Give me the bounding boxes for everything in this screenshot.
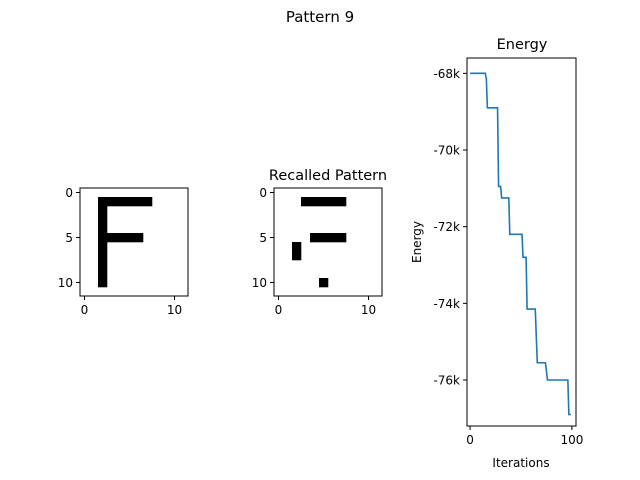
pattern-cell bbox=[98, 269, 108, 279]
original-pattern-frame bbox=[79, 187, 189, 297]
pattern-cell bbox=[98, 224, 108, 234]
pattern-cell bbox=[98, 278, 108, 288]
energy-plot-title: Energy bbox=[497, 37, 548, 53]
pattern-cell bbox=[107, 233, 117, 243]
original-pattern-ticks: 0 10 0 5 10 bbox=[58, 186, 182, 317]
pattern-cell bbox=[98, 215, 108, 225]
pattern-cell bbox=[301, 197, 311, 207]
pattern-cell bbox=[98, 233, 108, 243]
y-tick-label: -72k bbox=[433, 220, 460, 234]
recalled-pattern-frame bbox=[273, 187, 383, 297]
y-tick-label: 0 bbox=[259, 186, 267, 200]
energy-series-line bbox=[470, 72, 571, 416]
recalled-pattern-cells bbox=[292, 197, 347, 288]
pattern-cell bbox=[328, 233, 338, 243]
pattern-cell bbox=[134, 197, 144, 207]
pattern-cell bbox=[98, 260, 108, 270]
x-tick-label: 100 bbox=[560, 433, 583, 447]
pattern-cell bbox=[319, 233, 329, 243]
y-tick-label: -74k bbox=[433, 297, 460, 311]
y-tick-label: -68k bbox=[433, 67, 460, 81]
y-tick-label: 10 bbox=[252, 276, 267, 290]
pattern-cell bbox=[337, 233, 347, 243]
pattern-cell bbox=[134, 233, 144, 243]
energy-x-axis-label: Iterations bbox=[492, 456, 549, 470]
pattern-cell bbox=[319, 197, 329, 207]
x-tick-label: 0 bbox=[81, 303, 89, 317]
original-pattern-panel: 0 10 0 5 10 bbox=[58, 186, 189, 317]
recalled-pattern-ticks: 0 10 0 5 10 bbox=[252, 186, 376, 317]
figure-title: Pattern 9 bbox=[286, 8, 354, 26]
energy-plot-ticks: 0 100 -68k -70k -72k -74k -76k bbox=[433, 67, 583, 447]
y-tick-label: 5 bbox=[259, 231, 267, 245]
energy-plot-frame bbox=[466, 57, 577, 427]
x-tick-label: 10 bbox=[167, 303, 182, 317]
energy-y-axis-label: Energy bbox=[410, 221, 424, 263]
recalled-pattern-title: Recalled Pattern bbox=[269, 168, 387, 184]
pattern-cell bbox=[116, 233, 126, 243]
x-tick-label: 0 bbox=[466, 433, 474, 447]
pattern-cell bbox=[125, 197, 135, 207]
pattern-cell bbox=[310, 197, 320, 207]
pattern-cell bbox=[98, 242, 108, 252]
y-tick-label: 0 bbox=[65, 186, 73, 200]
pattern-cell bbox=[292, 251, 302, 261]
recalled-pattern-panel: Recalled Pattern 0 10 0 5 10 bbox=[252, 168, 387, 317]
pattern-cell bbox=[116, 197, 126, 207]
pattern-cell bbox=[143, 197, 153, 207]
x-tick-label: 10 bbox=[361, 303, 376, 317]
pattern-cell bbox=[125, 233, 135, 243]
original-pattern-cells bbox=[98, 197, 153, 288]
pattern-cell bbox=[328, 197, 338, 207]
pattern-cell bbox=[98, 197, 108, 207]
y-tick-label: -76k bbox=[433, 374, 460, 388]
energy-plot-panel: Energy 0 100 -68k -70k -72k -74k -76k Iteratio… bbox=[410, 37, 583, 470]
pattern-cell bbox=[337, 197, 347, 207]
pattern-cell bbox=[319, 278, 329, 288]
pattern-cell bbox=[98, 206, 108, 216]
y-tick-label: 5 bbox=[65, 231, 73, 245]
x-tick-label: 0 bbox=[275, 303, 283, 317]
y-tick-label: 10 bbox=[58, 276, 73, 290]
pattern-cell bbox=[107, 197, 117, 207]
pattern-cell bbox=[310, 233, 320, 243]
pattern-cell bbox=[292, 242, 302, 252]
pattern-cell bbox=[98, 251, 108, 261]
y-tick-label: -70k bbox=[433, 144, 460, 158]
